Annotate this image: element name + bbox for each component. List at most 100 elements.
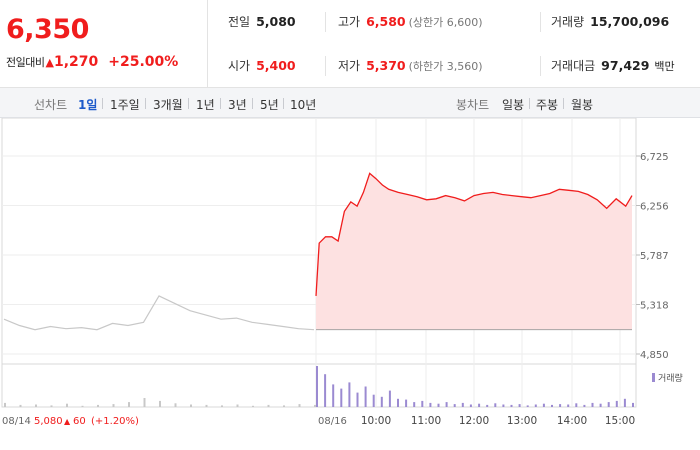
volume-bar: [429, 402, 432, 407]
volume-legend-label: 거래량: [658, 372, 683, 384]
y-tick-label: 6,725: [640, 152, 669, 163]
volume-bar: [190, 404, 192, 407]
volume-bar: [4, 402, 6, 407]
volume-bar: [143, 398, 146, 407]
change-percent: +25.00%: [108, 54, 179, 70]
tab-1-year[interactable]: 1년: [196, 98, 215, 112]
volume-bar: [340, 388, 343, 407]
volume-bar: [112, 404, 115, 407]
current-price: 6,350: [6, 14, 89, 45]
volume-bar: [559, 404, 562, 407]
volume-bar: [478, 403, 481, 407]
x-tick-label: 12:00: [459, 415, 489, 427]
volume-value: 15,700,096: [590, 14, 670, 29]
volume-bar: [518, 404, 521, 407]
trade-value-label: 거래대금: [551, 59, 596, 73]
volume-bar: [66, 403, 68, 407]
volume-bar: [324, 374, 327, 407]
price-chart[interactable]: 6,725 6,256 5,787 5,318 4,850 거래량 08/14 5,080 ▲ 6…: [0, 118, 700, 450]
tab-divider: [188, 98, 189, 109]
volume-bar: [534, 404, 537, 407]
volume-bar: [453, 404, 456, 407]
tab-monthly-candle[interactable]: 월봉: [571, 98, 594, 112]
chart-frame: [1, 118, 637, 408]
prev-close-cell: 전일 5,080: [228, 0, 296, 44]
volume-bar: [236, 404, 239, 407]
tab-1-day[interactable]: 1일: [78, 98, 98, 112]
volume-bar: [364, 386, 367, 407]
volume-bar: [388, 390, 391, 407]
x-tick-label: 08/16: [318, 416, 347, 427]
tab-divider: [563, 98, 564, 109]
volume-bar: [372, 394, 375, 407]
prev-day-price-line: [3, 295, 315, 331]
volume-bar: [283, 405, 285, 407]
volume-bar: [128, 402, 130, 407]
volume-bar: [174, 403, 177, 407]
volume-bar: [298, 404, 301, 407]
volume-legend-swatch: [652, 373, 655, 382]
volume-bar: [205, 404, 208, 407]
volume-bar: [356, 392, 359, 407]
price-box: 6,350 전일대비▲1,270 +25.00%: [0, 0, 208, 88]
volume-bar: [599, 403, 602, 407]
volume-bar: [421, 400, 424, 407]
tab-1-week[interactable]: 1주일: [110, 98, 140, 112]
high-label: 고가: [338, 15, 361, 29]
volume-bar: [575, 403, 578, 407]
tab-3-years[interactable]: 3년: [228, 98, 247, 112]
volume-bar: [623, 398, 626, 407]
tab-divider: [102, 98, 103, 109]
divider: [325, 12, 326, 32]
volume-bar: [50, 405, 53, 407]
open-value: 5,400: [256, 58, 296, 73]
price-change-row: 전일대비▲1,270 +25.00%: [6, 54, 178, 70]
tab-5-years[interactable]: 5년: [260, 98, 279, 112]
volume-bar: [445, 402, 448, 407]
prev-day-change-pct: (+1.20%): [91, 416, 139, 427]
prev-day-close: 5,080: [34, 416, 63, 427]
y-tick-label: 6,256: [640, 202, 669, 213]
trade-value-unit: 백만: [654, 60, 675, 73]
open-cell: 시가 5,400: [228, 44, 296, 88]
chart-period-tabs: 선차트 1일 1주일 3개월 1년 3년 5년 10년 봉차트 일봉 주봉 월봉: [0, 88, 700, 118]
tab-divider: [145, 98, 146, 109]
trade-value-cell: 거래대금 97,429 백만: [551, 44, 675, 88]
line-chart-title: 선차트: [34, 98, 68, 112]
tab-3-months[interactable]: 3개월: [153, 98, 183, 112]
volume-bar: [316, 366, 318, 407]
tab-divider: [529, 98, 530, 109]
volume-bar: [583, 404, 586, 407]
volume-bar: [314, 404, 316, 407]
volume-bar: [159, 400, 161, 407]
volume-bar: [332, 384, 335, 407]
tab-daily-candle[interactable]: 일봉: [502, 98, 525, 112]
volume-bar: [221, 405, 223, 407]
volume-bar: [252, 405, 254, 407]
prev-close-value: 5,080: [256, 14, 296, 29]
up-arrow-icon: ▲: [45, 56, 54, 69]
volume-bar: [461, 402, 464, 407]
volume-bar: [510, 404, 513, 407]
lower-limit: (하한가 3,560): [408, 60, 483, 73]
trade-value: 97,429: [601, 58, 650, 73]
volume-bar: [397, 398, 399, 407]
volume-bar: [380, 396, 383, 408]
volume-bar: [81, 405, 84, 407]
volume-bar: [551, 404, 553, 407]
y-tick-label: 5,787: [640, 251, 669, 262]
volume-bar: [567, 404, 570, 407]
upper-limit: (상한가 6,600): [408, 16, 483, 29]
open-label: 시가: [228, 59, 251, 73]
volume-bar: [615, 400, 618, 407]
x-tick-label: 08/14: [2, 416, 31, 427]
divider: [325, 56, 326, 76]
low-value: 5,370: [366, 58, 406, 73]
volume-bar: [526, 405, 529, 407]
tab-weekly-candle[interactable]: 주봉: [536, 98, 559, 112]
volume-bar: [632, 402, 634, 407]
volume-bar: [486, 404, 489, 407]
volume-bar: [348, 382, 351, 407]
prev-close-label: 전일: [228, 15, 251, 29]
tab-10-years[interactable]: 10년: [290, 98, 317, 112]
